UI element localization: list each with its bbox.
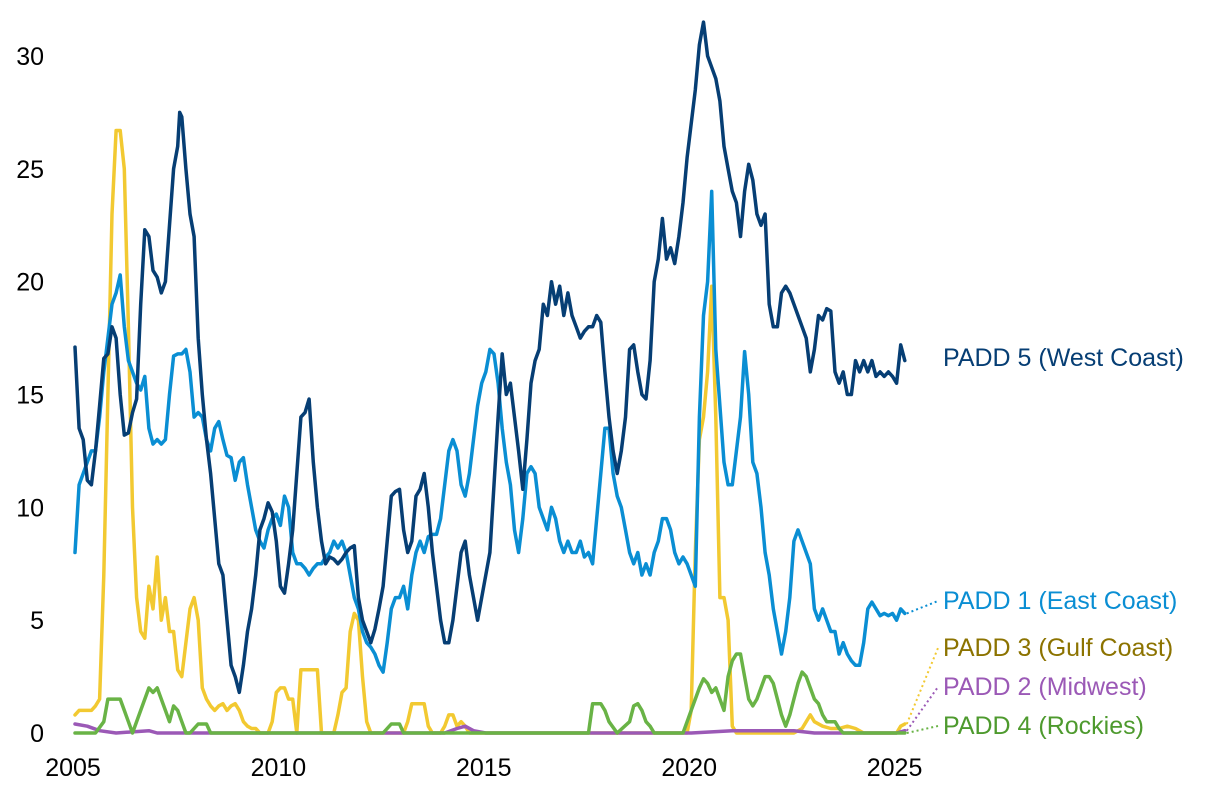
x-tick-label-2020: 2020 [661,754,717,782]
x-axis: 2005 2010 2015 2020 2025 [45,754,922,782]
series-line-padd-3-gulf-coast [73,128,907,735]
legend-leader-padd-2-midwest [905,686,939,732]
x-tick-label-2005: 2005 [45,754,101,782]
y-tick-label-30: 30 [16,43,44,71]
y-tick-label-20: 20 [16,269,44,297]
legend-leader-padd-4-rockies [906,725,939,734]
y-tick-label-15: 15 [16,382,44,410]
y-axis: 0 5 10 15 20 25 30 [16,43,44,748]
legend-leader-padd-3-gulf-coast [905,647,939,725]
x-tick-label-2010: 2010 [251,754,307,782]
series-line-padd-1-east-coast [73,189,907,674]
legend-label-padd-5-west-coast: PADD 5 (West Coast) [943,344,1184,372]
y-tick-label-25: 25 [16,156,44,184]
series-line-padd-2-midwest [73,722,907,735]
y-tick-label-5: 5 [30,607,44,635]
series-line-padd-4-rockies [73,652,907,735]
legend: PADD 5 (West Coast) PADD 1 (East Coast) PA… [905,344,1184,740]
legend-label-padd-1-east-coast: PADD 1 (East Coast) [943,587,1177,615]
series-lines [73,20,907,735]
y-tick-label-0: 0 [30,720,44,748]
legend-leader-padd-1-east-coast [906,600,939,615]
x-tick-label-2015: 2015 [456,754,512,782]
series-line-padd-5-west-coast [73,20,907,695]
legend-label-padd-3-gulf-coast: PADD 3 (Gulf Coast) [943,634,1173,662]
legend-label-padd-2-midwest: PADD 2 (Midwest) [943,673,1147,701]
x-tick-label-2025: 2025 [867,754,923,782]
y-tick-label-10: 10 [16,494,44,522]
legend-label-padd-4-rockies: PADD 4 (Rockies) [943,712,1144,740]
